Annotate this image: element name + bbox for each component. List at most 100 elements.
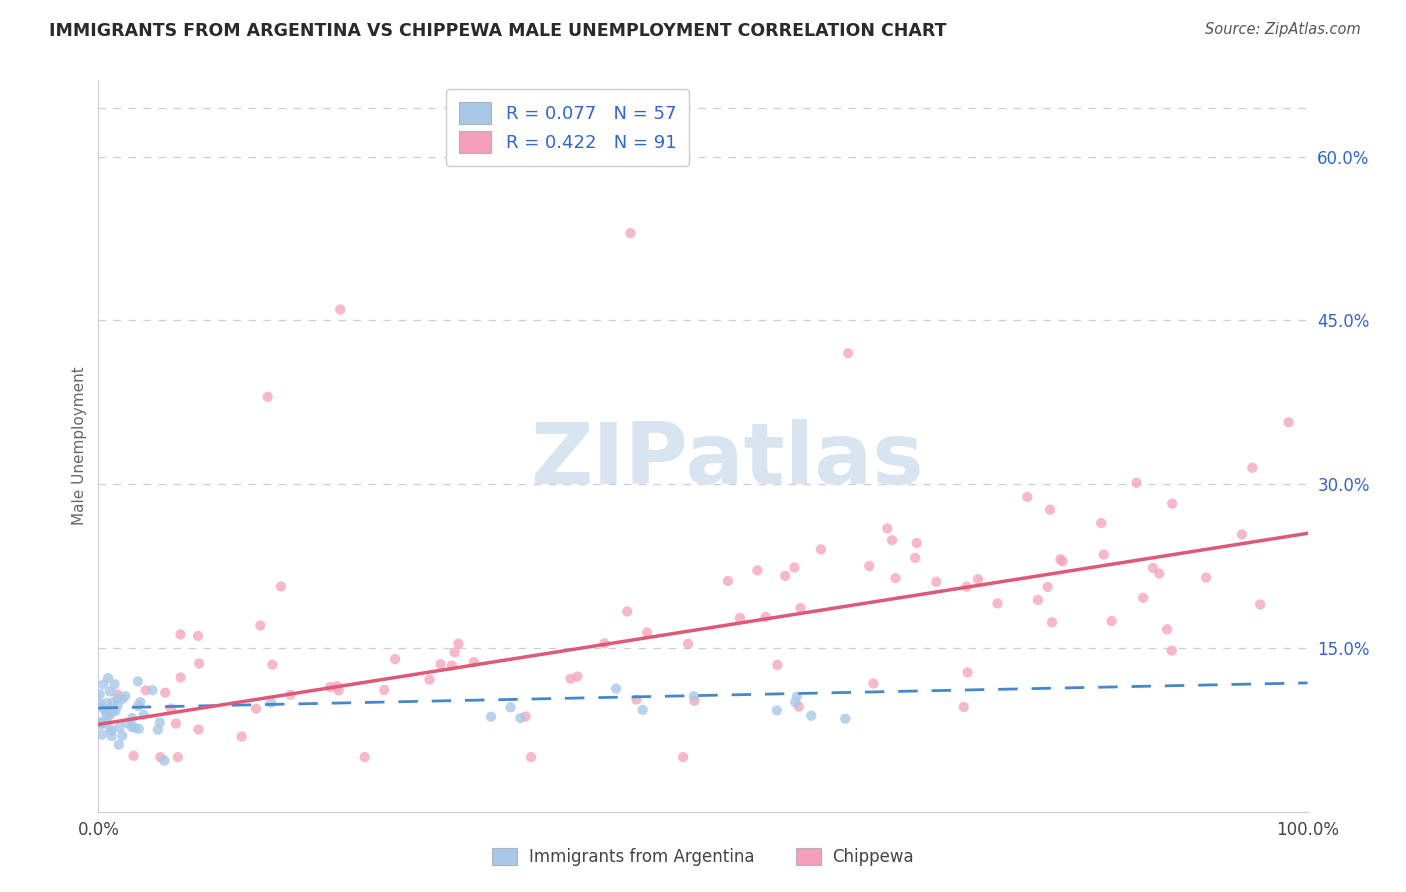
Point <box>636 625 658 640</box>
Point <box>101 723 124 738</box>
Y-axis label: Male Unemployment: Male Unemployment <box>72 367 87 525</box>
Point <box>326 679 349 693</box>
Point <box>107 691 129 706</box>
Point <box>858 559 880 574</box>
Point <box>262 657 284 672</box>
Point <box>616 604 638 618</box>
Point <box>605 681 627 696</box>
Point <box>1036 580 1059 594</box>
Point <box>986 597 1008 611</box>
Legend: Immigrants from Argentina, Chippewa: Immigrants from Argentina, Chippewa <box>485 841 921 873</box>
Point <box>127 698 149 713</box>
Point <box>1156 623 1178 637</box>
Point <box>91 728 114 742</box>
Point <box>1147 566 1170 581</box>
Point <box>129 695 152 709</box>
Point <box>837 346 859 360</box>
Point <box>245 701 267 715</box>
Point <box>631 703 654 717</box>
Point <box>1017 490 1039 504</box>
Point <box>149 715 172 730</box>
Point <box>783 560 806 574</box>
Text: Source: ZipAtlas.com: Source: ZipAtlas.com <box>1205 22 1361 37</box>
Point <box>97 709 120 723</box>
Point <box>593 636 616 650</box>
Point <box>107 698 129 713</box>
Point <box>188 657 211 671</box>
Point <box>90 716 112 731</box>
Point <box>132 707 155 722</box>
Point <box>876 521 898 535</box>
Point <box>124 721 146 735</box>
Point <box>384 652 406 666</box>
Point <box>810 542 832 557</box>
Point <box>755 610 778 624</box>
Point <box>440 658 463 673</box>
Point <box>1040 615 1063 630</box>
Point <box>1142 561 1164 575</box>
Point <box>98 723 121 737</box>
Point <box>904 550 927 565</box>
Point <box>1161 497 1184 511</box>
Point <box>146 723 169 737</box>
Point <box>1132 591 1154 605</box>
Point <box>187 629 209 643</box>
Point <box>329 302 352 317</box>
Point <box>373 683 395 698</box>
Point <box>789 601 811 615</box>
Point <box>97 671 120 685</box>
Point <box>1052 554 1074 568</box>
Point <box>115 716 138 731</box>
Point <box>114 689 136 703</box>
Point <box>94 715 117 730</box>
Point <box>1160 643 1182 657</box>
Point <box>672 750 695 764</box>
Point <box>418 673 440 687</box>
Point <box>509 711 531 725</box>
Point <box>682 690 704 704</box>
Point <box>520 750 543 764</box>
Point <box>122 748 145 763</box>
Point <box>905 536 928 550</box>
Point <box>747 563 769 577</box>
Point <box>766 703 789 717</box>
Point <box>128 722 150 736</box>
Point <box>773 569 796 583</box>
Point <box>89 714 111 729</box>
Point <box>567 670 589 684</box>
Point <box>256 390 278 404</box>
Point <box>98 684 121 698</box>
Point <box>800 708 823 723</box>
Point <box>1125 475 1147 490</box>
Point <box>94 702 117 716</box>
Point <box>96 709 118 723</box>
Point <box>443 645 465 659</box>
Point <box>111 729 134 743</box>
Point <box>1249 598 1271 612</box>
Point <box>787 699 810 714</box>
Point <box>100 729 122 743</box>
Point <box>169 671 191 685</box>
Point <box>153 754 176 768</box>
Point <box>766 658 789 673</box>
Point <box>1278 415 1301 429</box>
Point <box>676 637 699 651</box>
Point <box>155 685 177 699</box>
Point <box>165 716 187 731</box>
Point <box>91 700 114 714</box>
Point <box>108 738 131 752</box>
Point <box>717 574 740 588</box>
Point <box>89 697 111 711</box>
Point <box>1039 502 1062 516</box>
Point <box>121 720 143 734</box>
Point <box>447 637 470 651</box>
Point <box>231 730 253 744</box>
Point <box>135 683 157 698</box>
Point <box>280 688 302 702</box>
Point <box>108 720 131 734</box>
Point <box>834 712 856 726</box>
Point <box>93 677 115 691</box>
Point <box>127 674 149 689</box>
Point <box>1230 527 1253 541</box>
Point <box>103 677 125 691</box>
